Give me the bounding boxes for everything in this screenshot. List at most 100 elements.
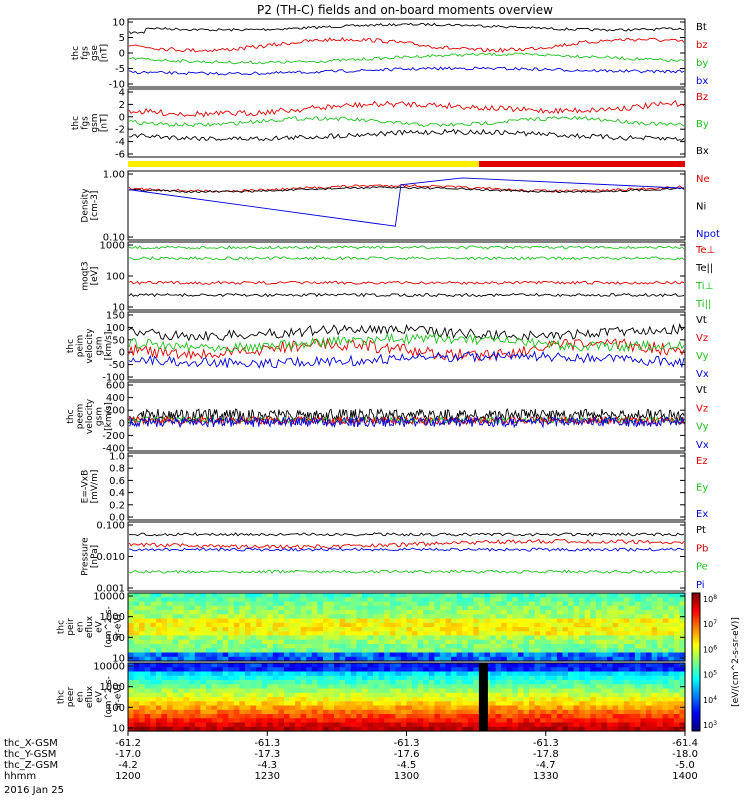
spectrogram-cell (395, 648, 402, 654)
spectrogram-cell (323, 722, 330, 728)
spectrogram-cell (662, 697, 669, 702)
spectrogram-cell (646, 635, 653, 641)
spectrogram-cell (178, 605, 185, 611)
spectrogram-cell (428, 593, 435, 598)
spectrogram-cell (272, 663, 279, 668)
spectrogram-cell (406, 688, 413, 694)
spectrogram-cell (155, 593, 162, 598)
spectrogram-cell (406, 605, 413, 611)
spectrogram-cell (423, 605, 430, 611)
spectrogram-cell (206, 631, 213, 637)
spectrogram-cell (356, 593, 363, 598)
spectrogram-cell (167, 622, 174, 628)
spectrogram-cell (183, 663, 190, 668)
spectrogram-cell (657, 709, 664, 715)
spectrogram-cell (601, 667, 608, 673)
spectrogram-cell (328, 631, 335, 637)
spectrogram-cell (456, 667, 463, 673)
spectrogram-cell (289, 697, 296, 702)
spectrogram-cell (256, 701, 263, 707)
spectrogram-cell (562, 618, 569, 624)
spectrogram-cell (434, 639, 441, 645)
spectrogram-cell (501, 605, 508, 611)
spectrogram-cell (228, 663, 235, 668)
spectrogram-cell (334, 688, 341, 694)
spectrogram-cell (206, 718, 213, 724)
spectrogram-cell (155, 705, 162, 711)
y-axis-label: [nT] (99, 114, 109, 132)
spectrogram-cell (423, 726, 430, 732)
spectrogram-cell (400, 610, 408, 615)
spectrogram-cell (657, 622, 664, 628)
spectrogram-cell (245, 601, 252, 607)
spectrogram-cell (556, 684, 564, 690)
spectrogram-cell (484, 631, 491, 637)
spectrogram-cell (389, 709, 396, 715)
spectrogram-cell (384, 705, 391, 711)
spectrogram-cell (445, 680, 452, 685)
spectrogram-cell (556, 593, 564, 598)
spectrogram-cell (167, 726, 174, 732)
spectrogram-cell (651, 692, 658, 698)
spectrogram-cell (295, 718, 302, 724)
spectrogram-cell (668, 593, 675, 598)
spectrogram-cell (551, 667, 558, 673)
spectrogram-cell (673, 705, 681, 711)
spectrogram-cell (183, 622, 190, 628)
spectrogram-cell (523, 593, 530, 598)
spectrogram-cell (228, 705, 235, 711)
spectrogram-cell (417, 635, 424, 641)
spectrogram-cell (194, 709, 201, 715)
spectrogram-cell (361, 618, 369, 624)
spectrogram-cell (595, 722, 603, 728)
spectrogram-cell (618, 635, 625, 641)
spectrogram-cell (651, 663, 658, 668)
colorbar-step (692, 597, 700, 601)
spectrogram-cell (506, 610, 513, 615)
spectrogram-cell (289, 614, 296, 620)
spectrogram-cell (523, 618, 530, 624)
spectrogram-cell (495, 614, 502, 620)
spectrogram-cell (473, 667, 480, 673)
spectrogram-cell (445, 692, 452, 698)
spectrogram-cell (629, 722, 636, 728)
spectrogram-cell (657, 705, 664, 711)
spectrogram-cell (618, 614, 625, 620)
spectrogram-cell (534, 688, 541, 694)
spectrogram-cell (211, 648, 218, 654)
spectrogram-cell (601, 714, 608, 719)
spectrogram-cell (595, 701, 603, 707)
spectrogram-cell (167, 627, 174, 632)
y-tick-label: 50 (112, 335, 125, 346)
spectrogram-cell (512, 644, 519, 649)
spectrogram-cell (612, 684, 619, 690)
spectrogram-cell (144, 718, 151, 724)
mode-bar-slow (128, 161, 479, 167)
spectrogram-cell (233, 644, 240, 649)
spectrogram-cell (133, 652, 140, 658)
spectrogram-cell (534, 597, 541, 603)
spectrogram-cell (573, 705, 580, 711)
spectrogram-cell (261, 701, 268, 707)
density-traces (128, 177, 685, 227)
spectrogram-cell (144, 726, 151, 732)
spectrogram-cell (579, 671, 586, 677)
spectrogram-cell (607, 684, 614, 690)
spectrogram-cell (451, 705, 458, 711)
spectrogram-cell (490, 692, 497, 698)
spectrogram-cell (200, 644, 207, 649)
spectrogram-cell (601, 726, 608, 732)
spectrogram-cell (451, 667, 458, 673)
spectrogram-cell (668, 656, 675, 662)
spectrogram-cell (389, 597, 396, 603)
spectrogram-cell (211, 635, 218, 641)
spectrogram-cell (495, 644, 502, 649)
spectrogram-cell (534, 648, 541, 654)
spectrogram-cell (551, 697, 558, 702)
spectrogram-cell (417, 701, 424, 707)
spectrogram-cell (445, 597, 452, 603)
spectrogram-cell (434, 722, 441, 728)
spectrogram-cell (323, 618, 330, 624)
spectrogram-cell (150, 639, 157, 645)
spectrogram-cell (579, 614, 586, 620)
